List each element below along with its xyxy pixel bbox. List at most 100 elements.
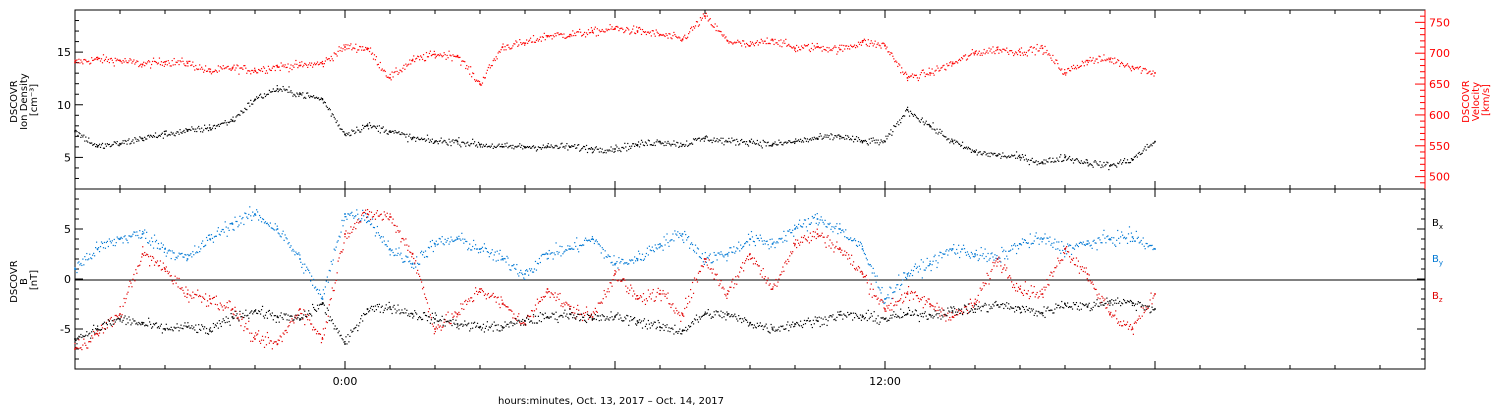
by-point: [623, 263, 625, 265]
by-point: [1039, 238, 1041, 240]
bz-point: [880, 298, 882, 301]
density-point: [462, 141, 464, 143]
density-point: [505, 145, 507, 147]
by-point: [226, 235, 228, 237]
by-point: [839, 223, 841, 225]
velocity-point: [301, 61, 303, 63]
bz-point: [600, 301, 602, 303]
density-point: [1052, 157, 1054, 159]
density-point: [717, 141, 719, 143]
by-point: [1115, 245, 1117, 247]
by-point: [592, 238, 594, 241]
velocity-point: [931, 68, 933, 70]
bz-point: [917, 297, 919, 299]
velocity-point: [367, 47, 370, 50]
velocity-point: [825, 49, 827, 52]
bz-point: [1058, 260, 1060, 262]
density-point: [910, 112, 913, 115]
bz-point: [940, 311, 942, 313]
velocity-point: [182, 60, 184, 62]
velocity-point: [922, 69, 924, 71]
by-point: [602, 248, 604, 251]
bx-point: [138, 321, 140, 324]
bx-point: [196, 331, 198, 334]
by-point: [613, 255, 615, 257]
bz-point: [337, 260, 339, 262]
velocity-point: [384, 70, 386, 73]
bz-point: [1107, 304, 1109, 306]
density-point: [890, 129, 892, 131]
by-point: [200, 248, 202, 250]
bz-point: [184, 295, 186, 297]
density-point: [714, 140, 716, 143]
density-point: [546, 146, 549, 148]
by-point: [750, 230, 753, 233]
density-point: [761, 147, 763, 149]
density-point: [983, 151, 985, 153]
bx-point: [139, 323, 141, 325]
density-point: [748, 140, 751, 142]
by-point: [141, 233, 144, 235]
velocity-point: [866, 45, 868, 47]
by-point: [636, 257, 638, 260]
velocity-point: [267, 65, 270, 67]
velocity-point: [920, 71, 922, 74]
density-point: [1123, 158, 1126, 160]
b-y-tick-label: -5: [60, 323, 71, 336]
density-point: [397, 132, 399, 134]
bz-point: [746, 255, 749, 257]
by-point: [688, 236, 690, 238]
density-point: [461, 141, 463, 143]
velocity-point: [519, 39, 521, 41]
by-point: [846, 237, 848, 239]
by-point: [304, 263, 306, 265]
density-point: [408, 135, 410, 137]
velocity-point: [703, 15, 705, 17]
velocity-point: [113, 65, 115, 67]
density-point: [958, 143, 960, 145]
velocity-point: [90, 62, 92, 64]
by-point: [281, 233, 283, 235]
density-point: [543, 147, 545, 149]
density-point: [292, 95, 294, 97]
bz-point: [112, 320, 114, 322]
velocity-point: [103, 60, 106, 62]
velocity-point: [754, 42, 756, 44]
bz-point: [638, 297, 641, 299]
bx-point: [178, 330, 180, 332]
bz-point: [888, 304, 890, 307]
velocity-point: [844, 48, 846, 50]
velocity-point: [196, 68, 198, 70]
bz-point: [576, 308, 578, 310]
bz-point: [268, 342, 270, 344]
density-point: [383, 131, 385, 133]
by-point: [175, 256, 177, 258]
by-point: [1096, 249, 1098, 251]
bz-point: [573, 306, 575, 309]
velocity-point: [848, 45, 850, 47]
density-point: [179, 129, 181, 131]
bz-point: [311, 323, 313, 325]
by-point: [154, 241, 157, 243]
bz-point: [127, 291, 129, 293]
bz-point: [428, 308, 431, 310]
density-point: [1076, 158, 1079, 160]
density-point: [163, 130, 165, 133]
by-point: [117, 237, 119, 240]
velocity-point: [938, 70, 940, 72]
by-point: [345, 216, 347, 218]
bz-point: [595, 310, 597, 312]
bz-point: [634, 293, 636, 295]
density-point: [337, 125, 339, 127]
by-point: [566, 249, 568, 251]
density-point: [789, 140, 791, 142]
by-point: [312, 284, 314, 286]
bz-point: [532, 316, 535, 318]
density-point: [103, 147, 106, 149]
bz-point: [933, 308, 935, 310]
density-point: [1147, 146, 1149, 148]
by-point: [96, 249, 99, 251]
bx-point: [1109, 300, 1111, 302]
bz-point: [121, 314, 123, 316]
density-point: [236, 115, 238, 117]
